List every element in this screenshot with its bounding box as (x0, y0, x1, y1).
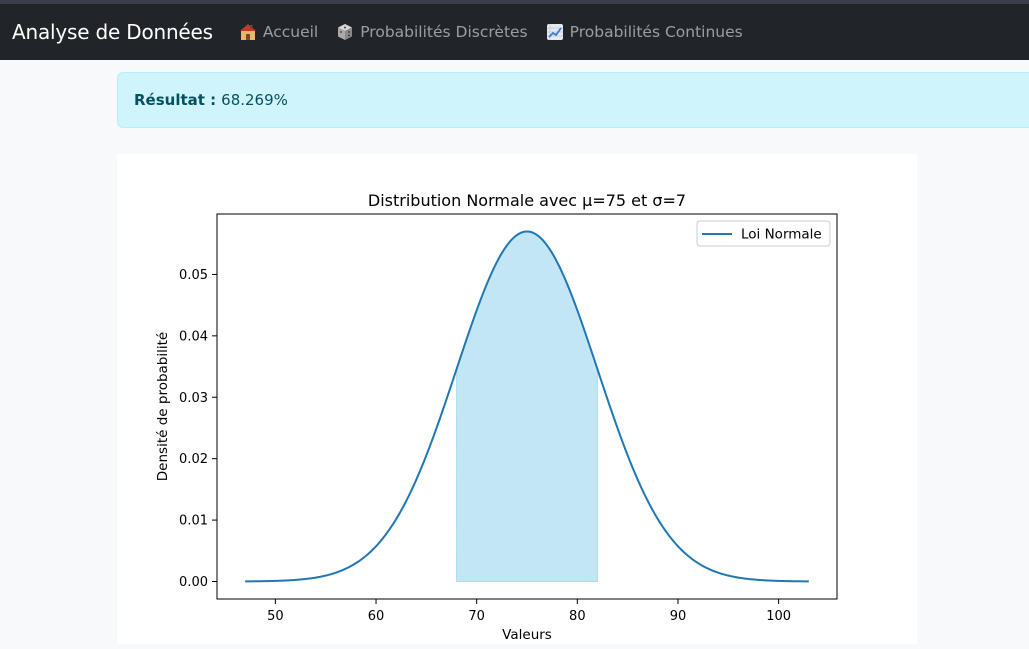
chart-legend: Loi Normale (696, 220, 831, 247)
navbar: Analyse de Données Accueil Probabilités … (0, 4, 1029, 60)
nav-link-accueil[interactable]: Accueil (239, 23, 318, 41)
result-value: 68.269% (221, 91, 288, 109)
chart-title: Distribution Normale avec μ=75 et σ=7 (368, 191, 686, 210)
navbar-brand[interactable]: Analyse de Données (12, 20, 213, 44)
shaded-probability-area (456, 230, 598, 582)
chart-increasing-icon (546, 24, 563, 40)
y-tick-label: 0.02 (179, 452, 208, 467)
y-tick-label: 0.04 (179, 329, 208, 344)
x-tick-label: 100 (766, 609, 791, 624)
house-icon (239, 24, 256, 40)
nav-link-label: Accueil (262, 23, 319, 41)
nav-link-probabilites-continues[interactable]: Probabilités Continues (546, 23, 743, 41)
y-tick-label: 0.05 (179, 268, 208, 283)
y-axis-label: Densité de probabilité (155, 332, 171, 481)
nav-link-label: Probabilités Continues (569, 23, 743, 41)
result-alert: Résultat : 68.269% (117, 72, 1029, 128)
nav-link-probabilites-discretes[interactable]: Probabilités Discrètes (336, 23, 528, 41)
x-tick-label: 90 (670, 609, 687, 624)
y-tick-label: 0.01 (179, 514, 208, 529)
x-tick-label: 60 (368, 609, 385, 624)
y-tick-label: 0.03 (179, 391, 208, 406)
result-label: Résultat : (134, 91, 217, 109)
x-tick-label: 70 (468, 609, 485, 624)
series-line-loi-normale (245, 230, 809, 583)
chart-card: Distribution Normale avec μ=75 et σ=7 50… (117, 154, 917, 644)
nav-link-label: Probabilités Discrètes (360, 23, 528, 41)
x-axis-label: Valeurs (502, 627, 552, 643)
window-top-edge (0, 0, 1029, 4)
y-tick-label: 0.00 (179, 575, 208, 590)
x-tick-label: 80 (569, 609, 586, 624)
die-icon (338, 24, 353, 40)
normal-distribution-chart: Distribution Normale avec μ=75 et σ=7 50… (155, 191, 838, 643)
plot-frame (216, 213, 838, 600)
legend-label: Loi Normale (741, 227, 822, 243)
legend-box (696, 220, 831, 247)
x-tick-label: 50 (267, 609, 284, 624)
